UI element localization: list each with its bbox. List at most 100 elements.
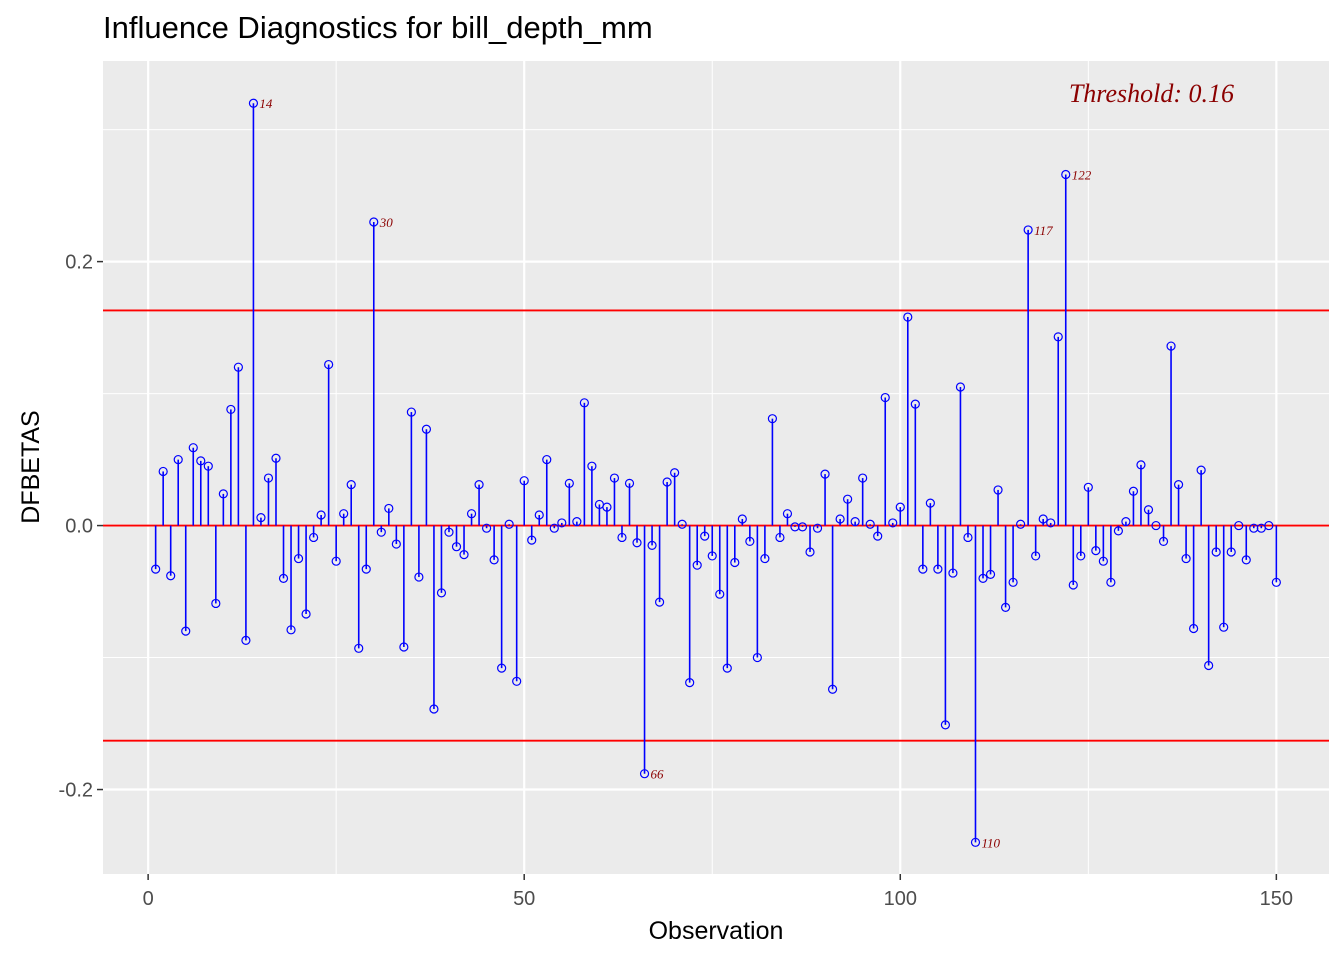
point-132 — [1136, 460, 1146, 470]
point-6 — [188, 443, 198, 453]
point-146 — [1241, 555, 1251, 565]
point-77 — [722, 663, 732, 673]
point-65 — [632, 538, 642, 548]
plot-panel — [103, 61, 1329, 874]
point-99 — [888, 518, 898, 528]
point-67 — [647, 540, 657, 550]
point-64 — [624, 478, 635, 488]
point-25 — [331, 556, 341, 566]
point-76 — [715, 589, 725, 599]
point-73 — [692, 560, 702, 570]
point-96 — [865, 519, 875, 529]
point-128 — [1106, 577, 1116, 587]
point-55 — [557, 518, 567, 528]
point-144 — [1226, 547, 1236, 557]
point-90 — [820, 469, 830, 479]
point-113 — [993, 485, 1003, 495]
point-119 — [1038, 514, 1048, 524]
point-17 — [271, 453, 281, 463]
point-117 — [1023, 225, 1033, 235]
point-8 — [203, 461, 213, 471]
point-13 — [241, 635, 251, 645]
point-114 — [1000, 602, 1011, 612]
point-134 — [1151, 520, 1161, 531]
point-52 — [534, 510, 544, 520]
point-9 — [211, 598, 221, 609]
point-66 — [639, 769, 650, 779]
point-30 — [369, 217, 379, 227]
point-145 — [1234, 520, 1244, 531]
point-2 — [158, 466, 168, 477]
point-84 — [775, 532, 785, 543]
point-75 — [707, 551, 717, 561]
point-87 — [797, 522, 808, 532]
point-81 — [752, 652, 762, 663]
point-63 — [617, 532, 627, 543]
point-131 — [1128, 486, 1139, 496]
x-tick-label: 0 — [143, 888, 154, 910]
point-115 — [1008, 577, 1018, 587]
point-22 — [309, 532, 319, 543]
point-29 — [361, 564, 371, 574]
point-126 — [1091, 546, 1101, 556]
point-14 — [248, 98, 259, 108]
x-tick-label: 150 — [1260, 888, 1293, 910]
point-50 — [519, 476, 529, 486]
point-107 — [948, 568, 958, 578]
point-80 — [745, 536, 755, 547]
point-122 — [1061, 169, 1071, 180]
point-41 — [451, 542, 462, 552]
point-106 — [940, 720, 951, 730]
point-140 — [1196, 465, 1206, 475]
point-111 — [978, 573, 988, 583]
point-104 — [925, 498, 935, 508]
point-3 — [166, 571, 176, 581]
point-54 — [549, 523, 559, 533]
point-5 — [181, 626, 191, 636]
point-35 — [406, 407, 416, 417]
y-tick-label: 0.0 — [65, 516, 93, 538]
point-56 — [564, 478, 574, 488]
point-27 — [346, 480, 356, 490]
point-28 — [354, 643, 364, 653]
point-102 — [910, 399, 920, 409]
point-79 — [737, 514, 747, 524]
points — [151, 98, 1281, 847]
y-axis-title: DFBETAS — [17, 410, 45, 523]
point-120 — [1046, 518, 1056, 528]
point-label-122: 122 — [1072, 168, 1092, 183]
point-1 — [151, 564, 161, 574]
x-axis-title: Observation — [649, 917, 784, 945]
point-137 — [1173, 480, 1184, 490]
point-88 — [805, 547, 815, 557]
point-91 — [827, 684, 838, 694]
point-97 — [873, 531, 883, 541]
point-136 — [1166, 341, 1176, 351]
point-57 — [572, 517, 582, 527]
point-72 — [685, 678, 695, 688]
threshold-annotation: Threshold: 0.16 — [1069, 79, 1234, 108]
point-138 — [1181, 553, 1191, 564]
point-98 — [880, 392, 890, 403]
point-40 — [444, 527, 454, 537]
point-130 — [1121, 517, 1131, 527]
point-71 — [677, 519, 687, 529]
point-61 — [602, 502, 612, 512]
point-68 — [654, 597, 665, 607]
point-39 — [436, 588, 447, 598]
point-109 — [963, 532, 973, 543]
point-100 — [895, 502, 905, 512]
point-32 — [384, 503, 394, 514]
point-19 — [286, 625, 296, 635]
point-95 — [858, 473, 868, 483]
point-24 — [324, 359, 334, 370]
point-47 — [497, 663, 507, 673]
point-74 — [700, 531, 710, 541]
point-label-110: 110 — [981, 835, 1000, 850]
point-58 — [579, 398, 589, 408]
point-46 — [489, 555, 499, 565]
y-tick-label: -0.2 — [59, 780, 93, 802]
point-16 — [263, 473, 274, 483]
point-133 — [1143, 505, 1154, 515]
